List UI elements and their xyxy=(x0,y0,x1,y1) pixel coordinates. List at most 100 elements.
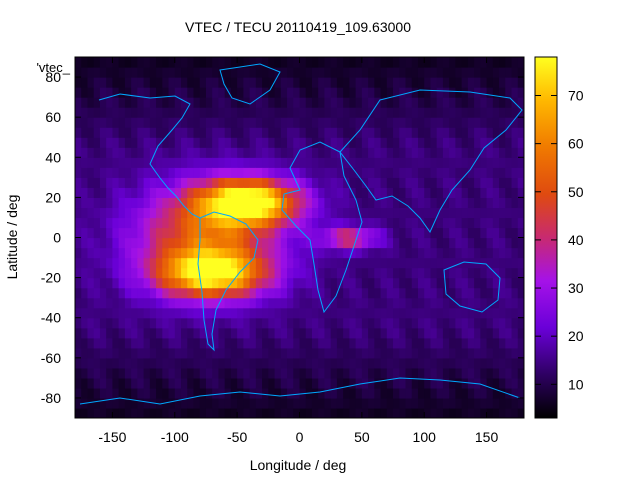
heatmap-cell xyxy=(81,147,89,158)
heatmap-cell xyxy=(330,97,338,108)
heatmap-cell xyxy=(218,67,226,78)
heatmap-cell xyxy=(305,187,313,198)
heatmap-cell xyxy=(293,157,301,168)
heatmap-cell xyxy=(380,57,388,68)
heatmap-cell xyxy=(318,147,326,158)
heatmap-cell xyxy=(218,307,226,319)
heatmap-cell xyxy=(305,397,313,409)
heatmap-cell xyxy=(355,187,363,198)
heatmap-cell xyxy=(374,387,382,399)
heatmap-cell xyxy=(205,407,213,418)
heatmap-cell xyxy=(368,227,375,239)
heatmap-cell xyxy=(399,97,407,108)
heatmap-cell xyxy=(287,227,294,239)
heatmap-cell xyxy=(355,117,363,128)
y-tick-label: 40 xyxy=(45,149,61,165)
y-tick-label: 80 xyxy=(45,69,61,85)
heatmap-cell xyxy=(268,97,276,108)
heatmap-cell xyxy=(230,67,238,78)
heatmap-cell xyxy=(181,227,188,239)
heatmap-cell xyxy=(249,397,257,409)
heatmap-cell xyxy=(511,277,519,289)
heatmap-cell xyxy=(393,57,400,68)
heatmap-cell xyxy=(505,227,513,239)
heatmap-cell xyxy=(287,137,294,148)
heatmap-cell xyxy=(199,287,207,299)
heatmap-cell xyxy=(511,157,519,168)
heatmap-cell xyxy=(131,387,138,399)
heatmap-cell xyxy=(255,227,263,239)
heatmap-cell xyxy=(511,67,519,78)
heatmap-cell xyxy=(118,67,126,78)
heatmap-cell xyxy=(287,297,294,309)
heatmap-cell xyxy=(492,127,500,138)
heatmap-cell xyxy=(181,237,188,249)
heatmap-cell xyxy=(243,187,251,198)
heatmap-cell xyxy=(149,387,157,399)
heatmap-cell xyxy=(118,227,126,239)
heatmap-cell xyxy=(124,257,132,269)
heatmap-cell xyxy=(106,147,114,158)
heatmap-cell xyxy=(517,297,524,309)
heatmap-cell xyxy=(199,67,207,78)
heatmap-cell xyxy=(305,107,313,118)
heatmap-cell xyxy=(399,77,407,88)
heatmap-cell xyxy=(299,87,307,98)
heatmap-cell xyxy=(411,387,419,399)
heatmap-cell xyxy=(380,117,388,128)
heatmap-cell xyxy=(380,357,388,369)
heatmap-cell xyxy=(156,377,163,389)
heatmap-cell xyxy=(324,277,332,289)
heatmap-cell xyxy=(355,57,363,68)
heatmap-cell xyxy=(318,217,326,229)
heatmap-cell xyxy=(81,77,89,88)
heatmap-cell xyxy=(99,287,107,299)
heatmap-cell xyxy=(486,207,494,219)
heatmap-cell xyxy=(181,387,188,399)
heatmap-cell xyxy=(106,287,114,299)
heatmap-cell xyxy=(162,167,170,178)
heatmap-cell xyxy=(505,217,513,229)
heatmap-cell xyxy=(224,377,232,389)
heatmap-cell xyxy=(268,227,276,239)
heatmap-cell xyxy=(393,197,400,209)
heatmap-cell xyxy=(293,387,301,399)
heatmap-cell xyxy=(274,307,282,319)
heatmap-cell xyxy=(224,117,232,128)
heatmap-cell xyxy=(299,117,307,128)
heatmap-cell xyxy=(311,287,319,299)
heatmap-cell xyxy=(442,377,450,389)
heatmap-cell xyxy=(106,407,114,418)
heatmap-cell xyxy=(262,117,269,128)
heatmap-cell xyxy=(143,317,151,329)
heatmap-cell xyxy=(168,307,176,319)
heatmap-cell xyxy=(368,207,375,219)
heatmap-cell xyxy=(230,267,238,279)
heatmap-cell xyxy=(499,277,506,289)
heatmap-cell xyxy=(368,367,375,379)
heatmap-cell xyxy=(399,107,407,118)
heatmap-cell xyxy=(262,227,269,239)
heatmap-cell xyxy=(324,127,332,138)
heatmap-cell xyxy=(393,227,400,239)
heatmap-cell xyxy=(442,387,450,399)
heatmap-cell xyxy=(262,317,269,329)
heatmap-cell xyxy=(361,257,369,269)
heatmap-cell xyxy=(330,57,338,68)
heatmap-cell xyxy=(449,97,457,108)
heatmap-cell xyxy=(287,217,294,229)
heatmap-cell xyxy=(330,247,338,259)
heatmap-cell xyxy=(505,87,513,98)
heatmap-cell xyxy=(442,297,450,309)
heatmap-cell xyxy=(461,367,469,379)
heatmap-cell xyxy=(311,227,319,239)
heatmap-cell xyxy=(218,227,226,239)
heatmap-cell xyxy=(430,347,438,359)
heatmap-cell xyxy=(75,87,82,98)
heatmap-cell xyxy=(118,387,126,399)
heatmap-cell xyxy=(330,257,338,269)
heatmap-cell xyxy=(386,147,394,158)
heatmap-cell xyxy=(93,367,101,379)
heatmap-cell xyxy=(480,317,488,329)
heatmap-cell xyxy=(81,187,89,198)
